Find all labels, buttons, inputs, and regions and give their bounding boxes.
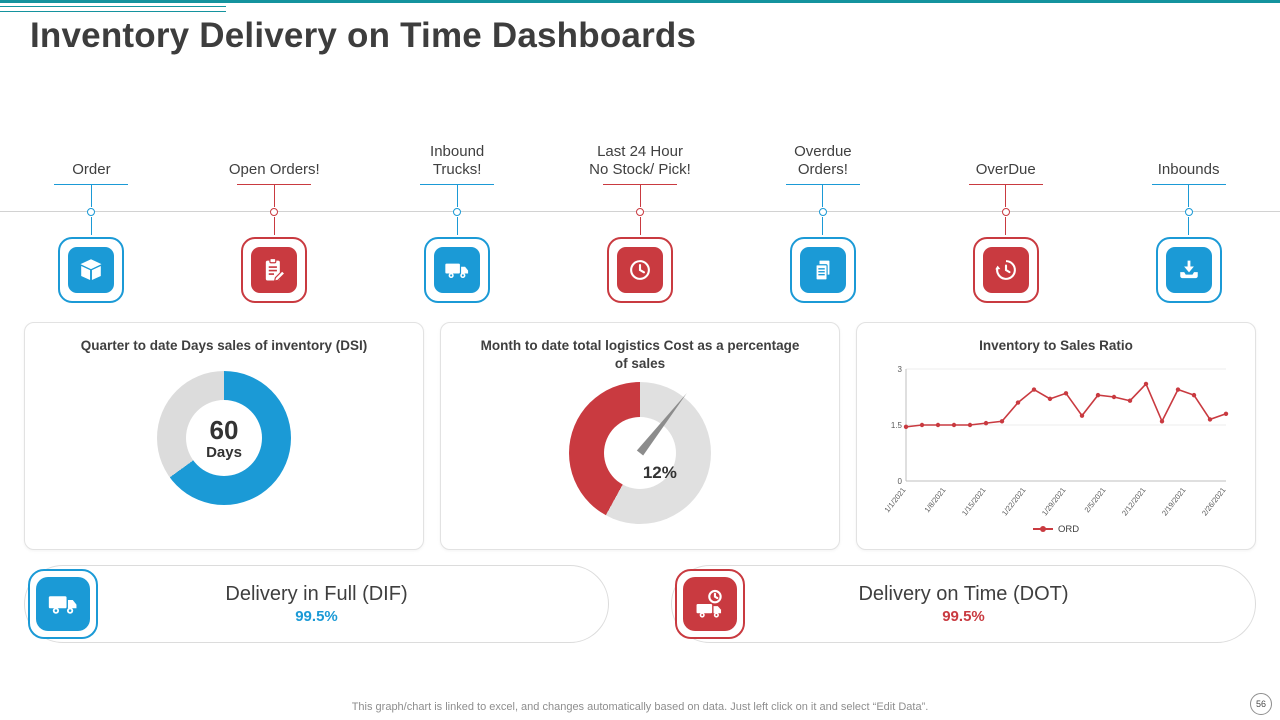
top-accent-bar — [0, 0, 1280, 3]
dsi-unit: Days — [206, 443, 242, 461]
svg-text:2/5/2021: 2/5/2021 — [1083, 485, 1108, 514]
package-icon — [58, 237, 125, 303]
kpi-connector-line — [273, 217, 275, 235]
download-icon — [1155, 237, 1222, 303]
kpi-underline — [420, 184, 495, 185]
kpi-label: OverDue — [975, 161, 1036, 179]
kpi-connector-line — [822, 185, 824, 207]
logistics-cost-card: Month to date total logistics Cost as a … — [440, 322, 840, 550]
truck-icon — [424, 237, 491, 303]
kpi-connector-line — [1188, 185, 1190, 207]
kpi-overdue: OverDue — [914, 128, 1097, 303]
kpi-connector-line — [822, 217, 824, 235]
dif-label: Delivery in Full (DIF) — [225, 583, 408, 605]
documents-icon — [789, 237, 856, 303]
dsi-card-title: Quarter to date Days sales of inventory … — [80, 338, 368, 353]
kpi-connector-line — [639, 217, 641, 235]
kpi-connector-dot — [818, 208, 827, 216]
kpi-connector-line — [1188, 217, 1190, 235]
kpi-connector-line — [456, 185, 458, 207]
top-accent-double-line — [0, 6, 226, 12]
clock-icon — [607, 237, 673, 303]
kpi-connector-line — [1005, 217, 1007, 235]
kpi-underline — [1151, 184, 1226, 185]
svg-text:1/1/2021: 1/1/2021 — [883, 485, 908, 514]
svg-text:0: 0 — [898, 477, 903, 486]
kpi-connector-line — [90, 217, 92, 235]
svg-text:1.5: 1.5 — [891, 421, 903, 430]
kpi-connector-dot — [87, 208, 96, 216]
history-clock-icon — [972, 237, 1039, 303]
logistics-card-title: Month to date total logistics Cost as a … — [480, 338, 800, 371]
kpi-inbound-trucks: Inbound Trucks! — [366, 128, 549, 303]
kpi-connector-line — [1005, 185, 1007, 207]
kpi-connector-dot — [636, 208, 644, 216]
bottom-metrics: Delivery in Full (DIF) 99.5% Delivery on… — [24, 565, 1256, 643]
gauge-value: 12% — [642, 463, 677, 483]
page-number-badge: 56 — [1250, 693, 1272, 715]
inventory-sales-ratio-card: Inventory to Sales Ratio 0 1.5 3 1/1/2021 1/… — [856, 322, 1256, 550]
page-title: Inventory Delivery on Time Dashboards — [30, 16, 697, 55]
truck-icon — [28, 569, 98, 639]
dif-value: 99.5% — [295, 608, 338, 625]
svg-text:3: 3 — [898, 365, 903, 374]
footer-note: This graph/chart is linked to excel, and… — [351, 701, 929, 713]
kpi-underline — [54, 184, 129, 185]
kpi-inbounds: Inbounds — [1097, 128, 1280, 303]
legend-label: ORD — [1057, 523, 1080, 535]
dot-value: 99.5% — [942, 608, 985, 625]
kpi-connector-dot — [453, 208, 462, 216]
kpi-label: Last 24 Hour No Stock/ Pick! — [589, 142, 691, 179]
svg-text:2/12/2021: 2/12/2021 — [1120, 485, 1148, 517]
kpi-label: Overdue Orders! — [794, 142, 852, 179]
kpi-underline — [237, 184, 312, 185]
dsi-card: Quarter to date Days sales of inventory … — [24, 322, 424, 550]
ratio-line-chart-area: 0 1.5 3 1/1/2021 1/8/2021 1/15/2021 1/22/2021 1… — [876, 359, 1236, 532]
kpi-connector-dot — [1184, 208, 1193, 216]
kpi-label: Inbound Trucks! — [430, 142, 485, 179]
svg-text:1/22/2021: 1/22/2021 — [1000, 485, 1028, 517]
gauge-hole — [604, 417, 676, 490]
kpi-connector-line — [273, 185, 275, 207]
legend-marker-icon — [1032, 526, 1053, 533]
dsi-donut-chart: 60 Days — [157, 370, 291, 505]
kpi-open-orders: Open Orders! — [183, 128, 366, 303]
svg-text:1/29/2021: 1/29/2021 — [1040, 485, 1068, 517]
kpi-last-24-hour: Last 24 Hour No Stock/ Pick! — [549, 128, 732, 303]
svg-text:2/19/2021: 2/19/2021 — [1160, 485, 1188, 517]
dsi-value: 60 — [209, 414, 239, 445]
dashboard-cards: Quarter to date Days sales of inventory … — [24, 322, 1256, 550]
chart-legend: ORD — [1032, 523, 1080, 535]
ratio-line-chart: 0 1.5 3 1/1/2021 1/8/2021 1/15/2021 1/22/2021 1… — [883, 365, 1229, 517]
svg-text:1/8/2021: 1/8/2021 — [923, 485, 948, 514]
clipboard-edit-icon — [241, 237, 308, 303]
svg-text:1/15/2021: 1/15/2021 — [960, 485, 988, 517]
dot-card: Delivery on Time (DOT) 99.5% — [671, 565, 1256, 643]
kpi-label: Inbounds — [1157, 161, 1220, 179]
kpi-connector-line — [639, 185, 641, 207]
kpi-connector-dot — [1001, 208, 1010, 216]
kpi-strip: Order Open Orders! — [0, 128, 1280, 306]
truck-clock-icon — [675, 569, 745, 639]
kpi-underline — [968, 184, 1043, 185]
kpi-label: Open Orders! — [228, 161, 320, 179]
dot-label: Delivery on Time (DOT) — [858, 583, 1069, 605]
logistics-gauge-chart: 12% — [569, 382, 711, 525]
kpi-overdue-orders: Overdue Orders! — [731, 128, 914, 303]
dsi-donut-center: 60 Days — [186, 399, 262, 476]
kpi-label: Order — [72, 161, 111, 179]
kpi-connector-line — [456, 217, 458, 235]
svg-text:2/26/2021: 2/26/2021 — [1200, 485, 1228, 517]
kpi-underline — [603, 184, 677, 185]
kpi-order: Order — [0, 128, 183, 303]
kpi-connector-line — [90, 185, 92, 207]
dif-card: Delivery in Full (DIF) 99.5% — [24, 565, 609, 643]
kpi-connector-dot — [270, 208, 279, 216]
kpi-underline — [785, 184, 860, 185]
ratio-card-title: Inventory to Sales Ratio — [979, 338, 1133, 353]
